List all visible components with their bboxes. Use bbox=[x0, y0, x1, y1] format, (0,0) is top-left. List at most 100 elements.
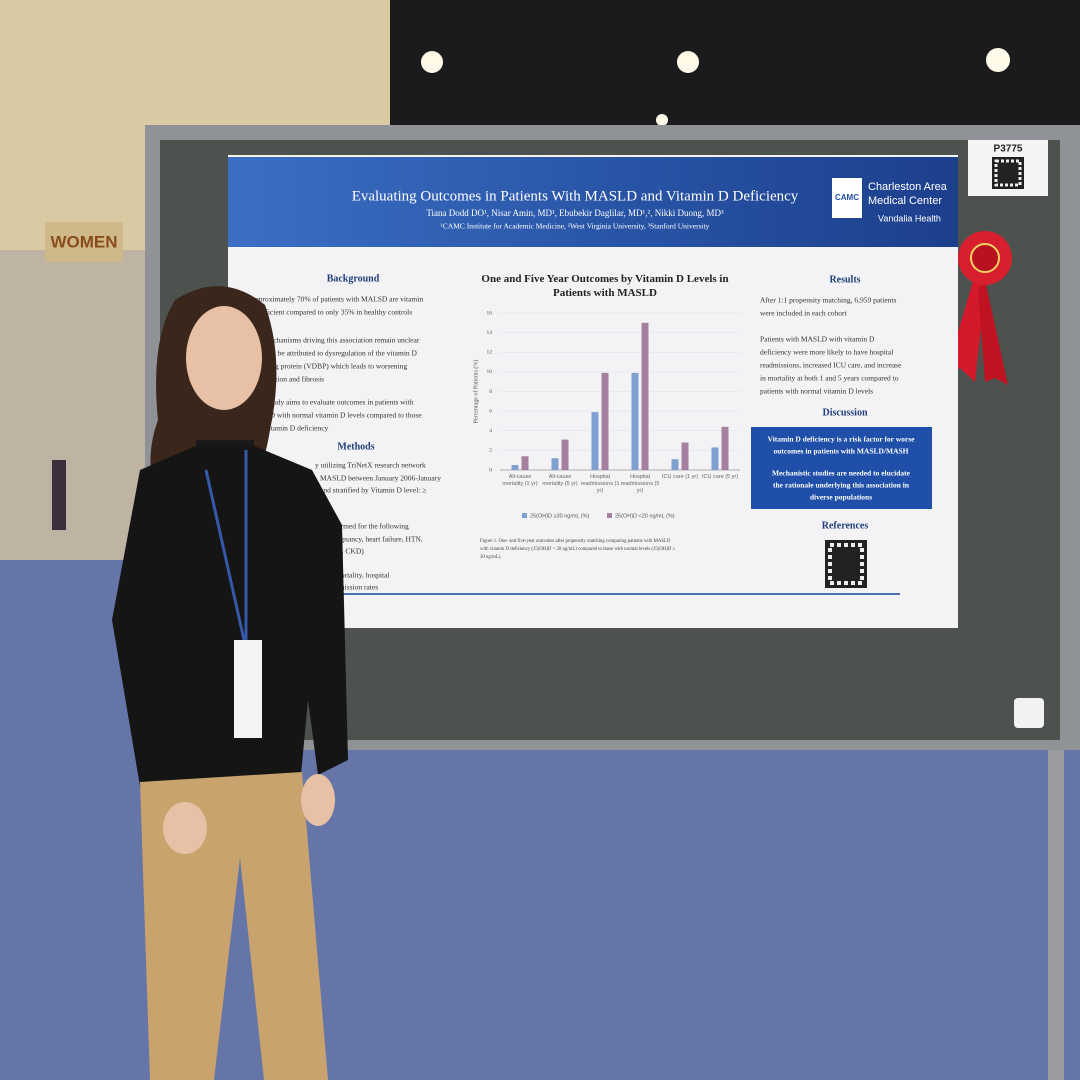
wall-panel bbox=[52, 460, 66, 530]
body-text: dmission rates bbox=[335, 583, 378, 592]
poster-affiliations: ¹CAMC Institute for Academic Medicine, ²… bbox=[441, 222, 710, 231]
x-tick-label: ICU care (1 yr) bbox=[661, 474, 699, 480]
bar bbox=[521, 456, 529, 470]
y-tick-label: 8 bbox=[489, 389, 492, 395]
body-text: s performed for the following bbox=[320, 522, 409, 531]
body-text: After 1:1 propensity matching, 6,959 pat… bbox=[760, 296, 897, 305]
logo-name: Charleston Area bbox=[868, 181, 948, 193]
ceiling-light bbox=[656, 114, 668, 126]
x-tick-label-box: Hospital readmissions (1 yr) bbox=[580, 474, 620, 494]
legend-label: 25(OH)D ≥30 ng/mL (%) bbox=[530, 513, 590, 519]
body-text: y utilizing TriNetX research network bbox=[315, 461, 426, 470]
figure-caption: with vitamin D deficiency (25(OH)D < 20 … bbox=[480, 547, 676, 552]
section-heading: Background bbox=[327, 273, 380, 284]
x-tick-label-box: All-cause mortality (1 yr) bbox=[502, 474, 538, 487]
y-tick-label: 0 bbox=[489, 467, 492, 473]
body-text: g protein (VDBP) which leads to worsenin… bbox=[275, 362, 407, 371]
x-tick-label-box: ICU care (1 yr) bbox=[661, 474, 699, 480]
board-number: P3775 bbox=[994, 144, 1023, 155]
logo-sub: Vandalia Health bbox=[878, 213, 941, 223]
qr-pattern bbox=[994, 159, 1022, 187]
discussion-text: Mechanistic studies are needed to elucid… bbox=[772, 469, 911, 478]
y-tick-label: 6 bbox=[489, 408, 492, 414]
body-text: MASLD between January 2006-January bbox=[320, 474, 441, 483]
chart-title: One and Five Year Outcomes by Vitamin D … bbox=[481, 273, 729, 299]
discussion-text: Vitamin D deficiency is a risk factor fo… bbox=[768, 435, 916, 444]
y-tick-label: 10 bbox=[487, 369, 493, 375]
x-tick-label-box: Hospital readmissions (5 yr) bbox=[620, 474, 660, 494]
bar bbox=[561, 439, 569, 470]
bar bbox=[551, 458, 559, 470]
lanyard bbox=[204, 469, 246, 641]
x-tick-label: All-cause mortality (5 yr) bbox=[542, 474, 578, 487]
discussion-text: diverse populations bbox=[810, 493, 872, 502]
figure-caption: Figure 1. One- and five-year outcomes af… bbox=[480, 539, 671, 544]
body-text: readmissions, increased ICU care, and in… bbox=[760, 361, 902, 370]
cup bbox=[1014, 698, 1044, 728]
poster-title: Evaluating Outcomes in Patients With MAS… bbox=[352, 188, 799, 204]
discussion-text: the rationale underlying this associatio… bbox=[773, 481, 910, 490]
body-text: e, malignancy, heart failure, HTN, bbox=[320, 535, 423, 544]
x-tick-label: Hospital readmissions (1 yr) bbox=[580, 474, 620, 494]
bar bbox=[671, 459, 679, 470]
x-tick-label-box: ICU care (5 yr) bbox=[701, 474, 739, 480]
poster-content: pproximately 70% of patients with MALSD … bbox=[255, 273, 916, 592]
face bbox=[186, 306, 262, 410]
y-tick-label: 12 bbox=[487, 350, 493, 356]
person bbox=[112, 286, 348, 1080]
discussion-text: outcomes in patients with MASLD/MASH bbox=[773, 447, 908, 456]
section-heading: Discussion bbox=[822, 407, 867, 418]
y-tick-label: 2 bbox=[489, 448, 492, 454]
x-tick-label: ICU care (5 yr) bbox=[701, 474, 739, 480]
body-text: echanisms driving this association remai… bbox=[270, 336, 420, 345]
body-text: mortality, hospital bbox=[335, 571, 390, 580]
x-tick-label: Hospital readmissions (5 yr) bbox=[620, 474, 660, 494]
y-axis-label: Percentage of Patients (%) bbox=[472, 360, 479, 424]
legend-label: 25(OH)D <20 ng/mL (%) bbox=[615, 513, 675, 519]
bar bbox=[631, 372, 639, 470]
legend-swatch bbox=[607, 513, 612, 518]
x-tick-label-box: All-cause mortality (5 yr) bbox=[542, 474, 578, 487]
y-tick-label: 16 bbox=[487, 310, 493, 316]
body-text: study aims to evaluate outcomes in patie… bbox=[268, 398, 414, 407]
logo-mark: CAMC bbox=[835, 193, 859, 202]
ribbon-center bbox=[970, 243, 1000, 273]
section-heading: Results bbox=[829, 274, 860, 285]
ceiling-light bbox=[986, 48, 1010, 72]
y-tick-label: 14 bbox=[487, 330, 493, 336]
name-badge bbox=[234, 640, 262, 738]
blazer bbox=[112, 445, 348, 798]
hand bbox=[301, 774, 335, 826]
body-text: ation and fibrosis bbox=[272, 375, 324, 384]
body-text: deficiency were more likely to have hosp… bbox=[760, 348, 893, 357]
legend-swatch bbox=[522, 513, 527, 518]
logo-shield bbox=[832, 178, 862, 218]
body-text: pproximately 70% of patients with MALSD … bbox=[255, 295, 423, 304]
chart-title-box: One and Five Year Outcomes by Vitamin D … bbox=[481, 273, 729, 299]
x-tick-label: All-cause mortality (1 yr) bbox=[502, 474, 538, 487]
poster-authors: Tiana Dodd DO¹, Nisar Amin, MD¹, Ebubeki… bbox=[426, 208, 724, 218]
ceiling-light bbox=[421, 51, 443, 73]
body-text: eficient compared to only 35% in healthy… bbox=[262, 308, 412, 317]
qr-pattern bbox=[828, 543, 864, 585]
section-heading: Methods bbox=[337, 441, 374, 452]
sign-plate bbox=[45, 222, 123, 262]
body-text: d be attributed to dysregulation of the … bbox=[272, 349, 418, 358]
body-text: vitamin D deficiency bbox=[265, 424, 329, 433]
logo-name: Medical Center bbox=[868, 195, 942, 207]
bar bbox=[601, 372, 609, 470]
bar bbox=[591, 412, 599, 470]
bar bbox=[711, 447, 719, 470]
ceiling-light bbox=[677, 51, 699, 73]
ribbon-tail bbox=[978, 280, 1008, 385]
board-leg bbox=[1048, 750, 1064, 1080]
bar bbox=[641, 322, 649, 470]
body-text: patients with normal vitamin D levels bbox=[760, 387, 873, 396]
restroom-sign: WOMEN bbox=[50, 232, 117, 251]
body-text: Patients with MASLD with vitamin D bbox=[760, 335, 875, 344]
body-text: were included in each cohort bbox=[760, 309, 848, 318]
figure-caption: 30 ng/mL). bbox=[480, 555, 502, 560]
y-tick-label: 4 bbox=[489, 428, 492, 434]
